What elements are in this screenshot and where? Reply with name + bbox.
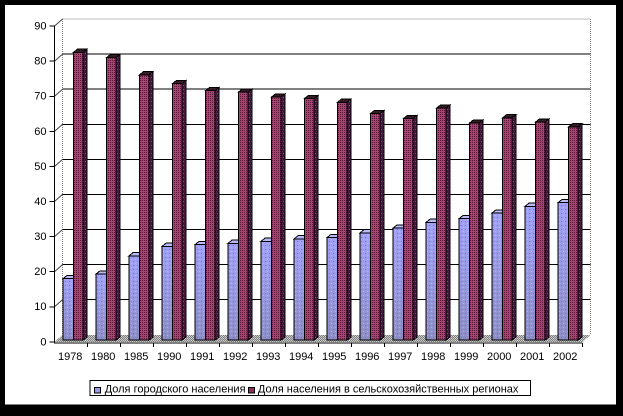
svg-text:1994: 1994 <box>289 351 313 363</box>
svg-text:1992: 1992 <box>223 351 247 363</box>
svg-text:60: 60 <box>34 126 46 138</box>
svg-text:30: 30 <box>34 231 46 243</box>
svg-text:2001: 2001 <box>520 351 544 363</box>
svg-text:1995: 1995 <box>322 351 346 363</box>
svg-text:1998: 1998 <box>421 351 445 363</box>
svg-text:1996: 1996 <box>355 351 379 363</box>
svg-text:1991: 1991 <box>190 351 214 363</box>
svg-text:90: 90 <box>34 21 46 33</box>
svg-text:1985: 1985 <box>124 351 148 363</box>
svg-text:70: 70 <box>34 91 46 103</box>
svg-text:40: 40 <box>34 196 46 208</box>
svg-text:1980: 1980 <box>91 351 115 363</box>
svg-text:50: 50 <box>34 161 46 173</box>
svg-text:1993: 1993 <box>256 351 280 363</box>
svg-text:2002: 2002 <box>553 351 577 363</box>
svg-text:Доля городского населения: Доля городского населения <box>105 384 246 396</box>
svg-text:Доля населения в сельскохозяйс: Доля населения в сельскохозяйственных ре… <box>258 384 519 396</box>
svg-text:0: 0 <box>40 336 46 348</box>
svg-text:2000: 2000 <box>487 351 511 363</box>
svg-text:1999: 1999 <box>454 351 478 363</box>
svg-text:20: 20 <box>34 266 46 278</box>
svg-text:80: 80 <box>34 56 46 68</box>
svg-text:10: 10 <box>34 301 46 313</box>
svg-text:1990: 1990 <box>157 351 181 363</box>
svg-text:1978: 1978 <box>58 351 82 363</box>
svg-text:1997: 1997 <box>388 351 412 363</box>
